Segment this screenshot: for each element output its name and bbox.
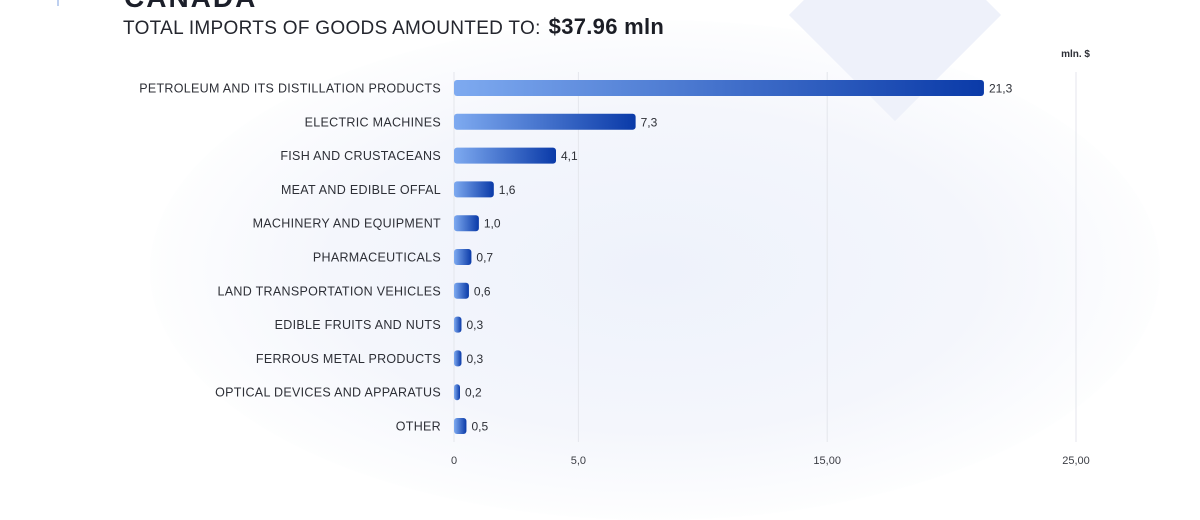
labels: 0 5,0 15,00 25,00 mln. $ PETROLEUM AND ITS DI… <box>139 49 1090 467</box>
bar <box>454 350 462 367</box>
category-label: FISH AND CRUSTACEANS <box>280 149 441 163</box>
value-label: 0,6 <box>474 284 491 298</box>
bar <box>454 418 467 434</box>
category-label: OTHER <box>396 420 441 434</box>
bar <box>454 316 462 333</box>
bar <box>454 181 494 198</box>
category-label: MEAT AND EDIBLE OFFAL <box>281 183 441 197</box>
grid-lines <box>453 72 1077 442</box>
value-label: 0,3 <box>466 318 483 332</box>
country-title: CANADA <box>124 0 257 14</box>
total-amount: $37.96 mln <box>548 14 665 39</box>
value-label: 0,2 <box>465 386 482 400</box>
bar <box>454 249 472 265</box>
x-tick-label: 5,0 <box>571 455 586 467</box>
category-label: PETROLEUM AND ITS DISTILLATION PRODUCTS <box>139 82 441 96</box>
value-label: 1,0 <box>484 217 501 231</box>
headline-prefix: TOTAL IMPORTS OF GOODS AMOUNTED TO: <box>123 18 541 39</box>
value-label: 0,7 <box>476 251 493 265</box>
bar <box>454 80 984 96</box>
imports-bar-chart: 0 5,0 15,00 25,00 mln. $ PETROLEUM AND ITS DI… <box>139 49 1090 467</box>
value-label: 0,3 <box>466 352 483 366</box>
total-imports-headline: TOTAL IMPORTS OF GOODS AMOUNTED TO: $37.9… <box>123 14 664 40</box>
bar <box>454 147 557 164</box>
value-label: 21,3 <box>989 82 1013 96</box>
unit-label: mln. $ <box>1061 49 1090 60</box>
bars <box>454 80 984 434</box>
x-tick-label: 0 <box>451 455 457 467</box>
bar <box>454 215 479 232</box>
category-label: ELECTRIC MACHINES <box>305 115 441 129</box>
bar <box>454 282 469 299</box>
x-tick-label: 25,00 <box>1062 455 1090 467</box>
background-glow <box>150 20 1160 520</box>
category-label: FERROUS METAL PRODUCTS <box>256 352 441 366</box>
category-label: OPTICAL DEVICES AND APPARATUS <box>215 386 441 400</box>
value-label: 1,6 <box>499 183 516 197</box>
value-label: 4,1 <box>561 149 578 163</box>
category-label: EDIBLE FRUITS AND NUTS <box>275 318 441 332</box>
value-label: 7,3 <box>641 115 658 129</box>
category-label: LAND TRANSPORTATION VEHICLES <box>218 284 442 298</box>
bar <box>454 384 460 401</box>
bar <box>454 113 636 130</box>
x-tick-label: 15,00 <box>813 455 841 467</box>
map-logo-icon <box>57 0 59 6</box>
category-label: MACHINERY AND EQUIPMENT <box>253 217 441 231</box>
value-label: 0,5 <box>471 420 488 434</box>
category-label: PHARMACEUTICALS <box>313 251 441 265</box>
